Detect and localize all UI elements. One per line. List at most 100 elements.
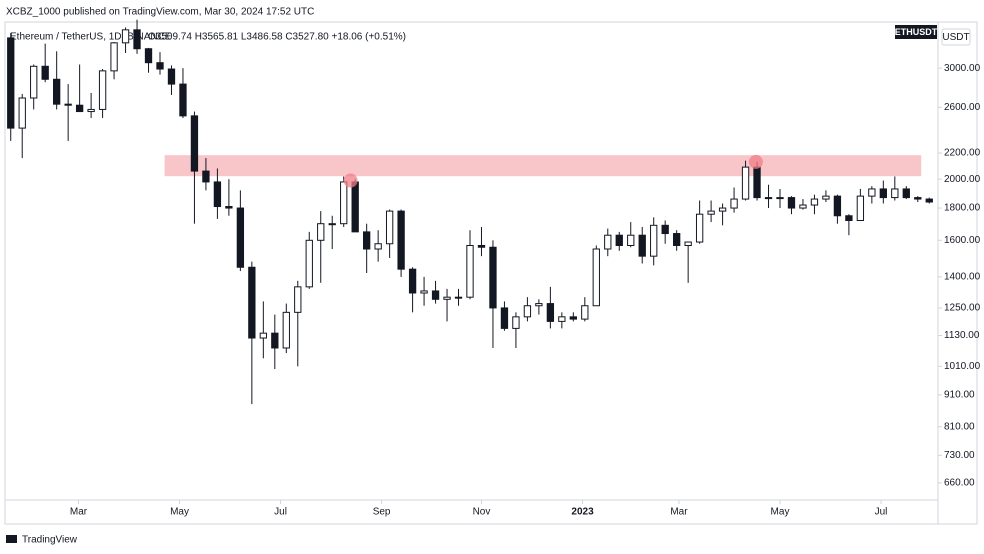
candle-body	[868, 188, 876, 197]
candle-body	[546, 303, 555, 322]
x-tick-label: Jul	[274, 507, 287, 518]
footer-brand: TradingView	[22, 535, 78, 546]
candle-body	[271, 332, 279, 349]
candle-body	[558, 316, 566, 322]
candle-body	[902, 188, 910, 199]
plot: 3000.00 2600.00 2200.00 2000.00 1800.00 1600.…	[7, 19, 981, 518]
candle-body	[305, 239, 313, 288]
candle-body	[523, 305, 532, 318]
candle-body	[18, 97, 26, 129]
y-tick-label: 1130.00	[944, 330, 980, 341]
candle-body	[787, 197, 796, 209]
resistance-zone	[164, 155, 922, 177]
candle-body	[363, 231, 371, 250]
y-tick-label: 1600.00	[944, 235, 981, 246]
candle-body	[512, 316, 520, 329]
candle-body	[202, 170, 210, 183]
y-tick-label: 1250.00	[944, 303, 981, 314]
candle-body	[431, 290, 440, 300]
candle-body	[98, 70, 107, 110]
candle-body	[225, 206, 233, 209]
unit-label: USDT	[942, 32, 969, 43]
chart-frame	[4, 21, 978, 525]
candle-body	[638, 234, 646, 257]
candle-body	[385, 210, 394, 245]
candle-body	[477, 244, 486, 248]
y-tick-label: 910.00	[944, 390, 975, 401]
candle-body	[110, 42, 118, 72]
candle-body	[730, 198, 738, 209]
candle-body	[891, 188, 899, 199]
candle-body	[454, 296, 463, 299]
x-tick-label: Nov	[473, 507, 491, 518]
y-tick-label: 1400.00	[944, 272, 981, 283]
y-tick-label: 730.00	[944, 450, 975, 461]
candle-body	[707, 210, 715, 215]
candle-body	[845, 215, 853, 221]
x-tick-label: 2023	[571, 507, 594, 518]
candle-body	[340, 181, 348, 225]
ohlc-summary: O3509.74 H3565.81 L3486.58 C3527.80 +18.…	[148, 32, 406, 43]
unit-button[interactable]	[941, 28, 971, 46]
candle-body	[328, 223, 336, 226]
candle-body	[30, 65, 38, 99]
candle-body	[535, 303, 543, 307]
candle-body	[282, 311, 290, 349]
candle-body	[167, 68, 176, 85]
candle-body	[7, 37, 15, 129]
candle-body	[420, 290, 428, 294]
candle-body	[764, 197, 773, 200]
candle-body	[569, 316, 577, 320]
candle-body	[925, 198, 933, 203]
candle-body	[397, 210, 405, 270]
candle-body	[213, 181, 222, 208]
candle-body	[753, 166, 761, 199]
candle-body	[408, 268, 417, 294]
candle-body	[489, 246, 497, 309]
x-tick-label: May	[771, 507, 790, 518]
candle-body	[581, 305, 589, 320]
candle-body	[604, 234, 612, 250]
candle-body	[650, 224, 658, 257]
candle-body	[822, 195, 830, 200]
candle-body	[718, 207, 727, 212]
y-tick-label: 1800.00	[944, 203, 981, 214]
candle-body	[179, 83, 187, 117]
candle-body	[627, 234, 635, 246]
candle-body	[294, 286, 302, 313]
symbol-badge-text: ETHUSDT	[895, 27, 938, 37]
candle-body	[53, 78, 61, 105]
y-tick-label: 2000.00	[944, 174, 981, 185]
y-tick-label: 2200.00	[944, 148, 981, 159]
candle-body	[776, 197, 784, 200]
candle-body	[673, 233, 681, 246]
candle-body	[64, 103, 72, 106]
candle-body	[259, 332, 267, 339]
credit: XCBZ_1000 published on TradingView.com, …	[6, 7, 314, 18]
candle-body	[592, 248, 600, 307]
y-tick-label: 3000.00	[944, 63, 981, 74]
candle-body	[248, 266, 256, 339]
candle-body	[684, 241, 692, 246]
candle-body	[810, 198, 819, 206]
highlight-marker	[343, 173, 358, 188]
candle-body	[695, 213, 704, 243]
candle-body	[133, 29, 141, 50]
x-tick-label: Sep	[373, 507, 391, 518]
candle-body	[317, 223, 325, 241]
candle-body	[236, 207, 245, 268]
candle-body	[833, 195, 842, 217]
y-tick-label: 1010.00	[944, 361, 981, 372]
x-tick-label: Mar	[670, 507, 688, 518]
candle-body	[121, 29, 130, 44]
candle-body	[443, 296, 451, 300]
candle-body	[661, 224, 669, 235]
y-tick-label: 2600.00	[944, 102, 981, 113]
x-tick-label: May	[170, 507, 189, 518]
symbol-badge	[895, 25, 937, 39]
candle-body	[914, 197, 922, 200]
candle-body	[466, 244, 474, 298]
symbol-title: Ethereum / TetherUS, 1D, BINANCE	[10, 32, 172, 43]
candle-body	[799, 204, 807, 209]
